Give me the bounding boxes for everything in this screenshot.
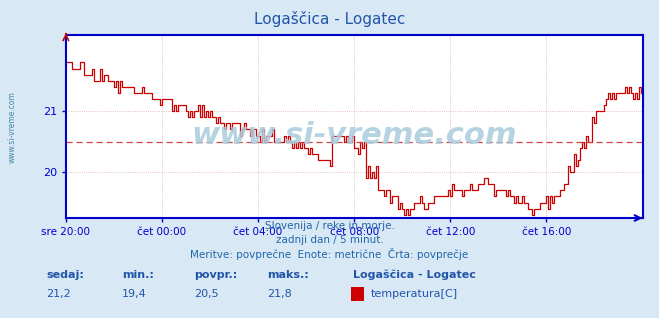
Text: maks.:: maks.: xyxy=(267,270,308,280)
Text: 21,8: 21,8 xyxy=(267,289,292,299)
Text: www.si-vreme.com: www.si-vreme.com xyxy=(191,121,517,150)
Text: 20,5: 20,5 xyxy=(194,289,219,299)
Text: 21,2: 21,2 xyxy=(46,289,71,299)
Text: Meritve: povprečne  Enote: metrične  Črta: povprečje: Meritve: povprečne Enote: metrične Črta:… xyxy=(190,248,469,260)
Text: www.si-vreme.com: www.si-vreme.com xyxy=(8,91,17,163)
Text: min.:: min.: xyxy=(122,270,154,280)
Text: sedaj:: sedaj: xyxy=(46,270,84,280)
Text: povpr.:: povpr.: xyxy=(194,270,238,280)
Text: temperatura[C]: temperatura[C] xyxy=(370,289,457,299)
Text: Slovenija / reke in morje.: Slovenija / reke in morje. xyxy=(264,221,395,231)
Text: zadnji dan / 5 minut.: zadnji dan / 5 minut. xyxy=(275,235,384,245)
Text: 19,4: 19,4 xyxy=(122,289,147,299)
Text: Logaščica - Logatec: Logaščica - Logatec xyxy=(353,270,475,280)
Text: Logaščica - Logatec: Logaščica - Logatec xyxy=(254,11,405,27)
